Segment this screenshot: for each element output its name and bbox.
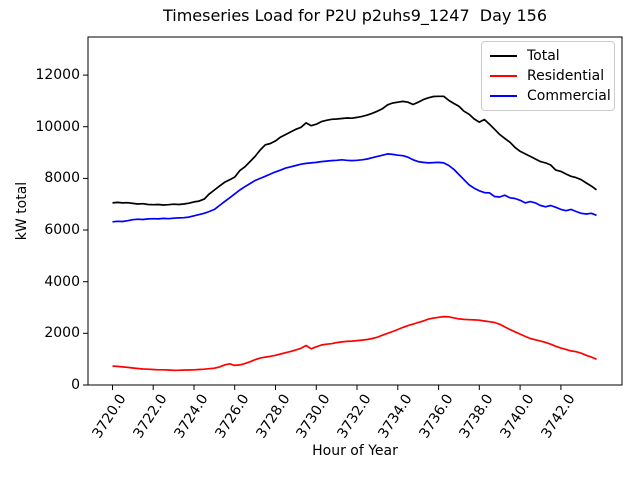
legend-line-sample-residential (490, 75, 517, 77)
legend-label-commercial: Commercial (527, 88, 611, 104)
axes-border (87, 36, 623, 386)
legend-line-sample-total (490, 55, 517, 57)
y-tick-label: 0 (71, 377, 80, 393)
series-line-commercial (112, 153, 597, 223)
legend-item-residential: Residential (482, 68, 614, 84)
legend: Total Residential Commercial (481, 41, 615, 111)
y-tick-label: 12000 (35, 67, 80, 84)
y-axis-label: kW total (14, 181, 30, 241)
legend-item-total: Total (482, 48, 614, 64)
legend-item-commercial: Commercial (482, 88, 614, 104)
chart-title: Timeseries Load for P2U p2uhs9_1247 Day … (162, 6, 548, 25)
y-tick-label: 6000 (44, 222, 80, 239)
legend-line-sample-commercial (490, 95, 517, 97)
legend-label-total: Total (527, 48, 560, 64)
y-tick-label: 4000 (44, 273, 80, 290)
y-tick-label: 8000 (44, 170, 80, 187)
y-tick-label: 10000 (35, 118, 80, 135)
y-tick-label: 2000 (44, 325, 80, 342)
x-axis-label: Hour of Year (312, 443, 398, 459)
series-line-residential (112, 315, 597, 372)
legend-label-residential: Residential (527, 68, 605, 84)
series-line-total (112, 95, 597, 206)
